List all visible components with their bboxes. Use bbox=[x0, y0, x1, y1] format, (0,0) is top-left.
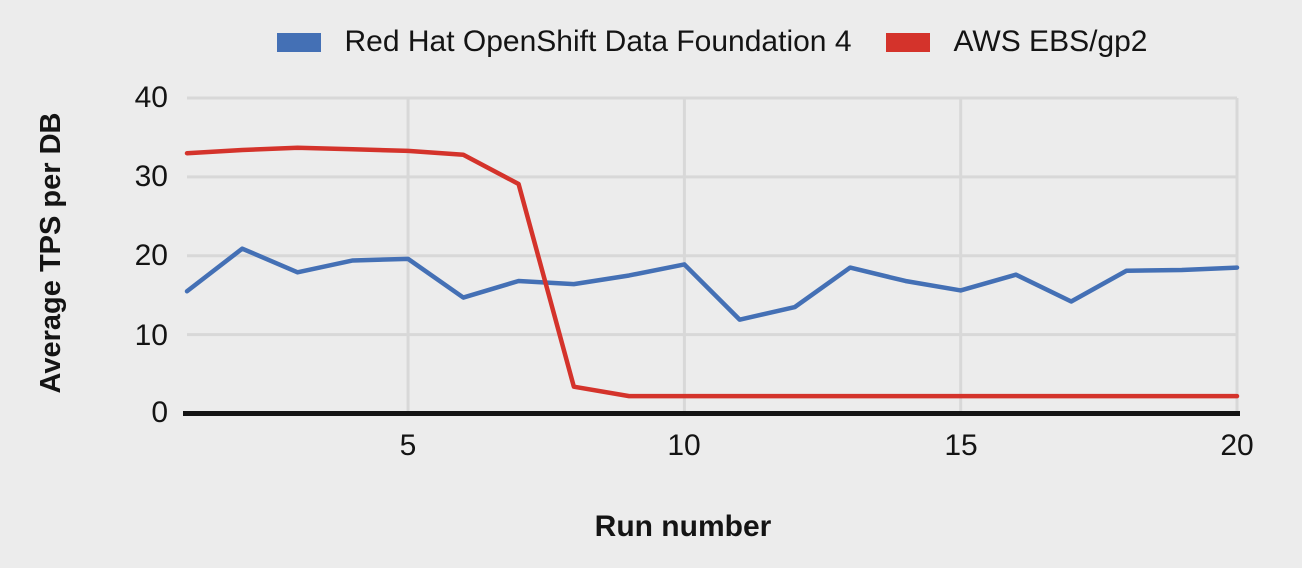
x-tick-label-10: 10 bbox=[667, 429, 701, 462]
y-tick-label-0: 0 bbox=[151, 396, 168, 429]
x-tick-label-5: 5 bbox=[399, 429, 417, 462]
x-tick-label-20: 20 bbox=[1220, 429, 1254, 462]
y-tick-label-40: 40 bbox=[134, 81, 168, 114]
ebs-legend-swatch bbox=[885, 32, 930, 52]
y-tick-label-10: 10 bbox=[134, 319, 168, 352]
legend: Red Hat OpenShift Data Foundation 4 AWS … bbox=[187, 22, 1237, 62]
y-tick-label-30: 30 bbox=[134, 160, 168, 193]
y-tick-label-20: 20 bbox=[134, 239, 168, 272]
ebs-series-line bbox=[184, 145, 1240, 399]
x-tick-label-15: 15 bbox=[944, 429, 978, 462]
ebs-legend-label: AWS EBS/gp2 bbox=[953, 25, 1148, 58]
odf-legend-label: Red Hat OpenShift Data Foundation 4 bbox=[344, 25, 852, 58]
odf-legend-swatch bbox=[276, 32, 321, 52]
legend-item-ebs: AWS EBS/gp2 bbox=[885, 25, 1148, 59]
legend-item-odf: Red Hat OpenShift Data Foundation 4 bbox=[276, 25, 852, 59]
odf-series-line bbox=[184, 246, 1240, 322]
x-axis-title: Run number bbox=[594, 510, 772, 543]
